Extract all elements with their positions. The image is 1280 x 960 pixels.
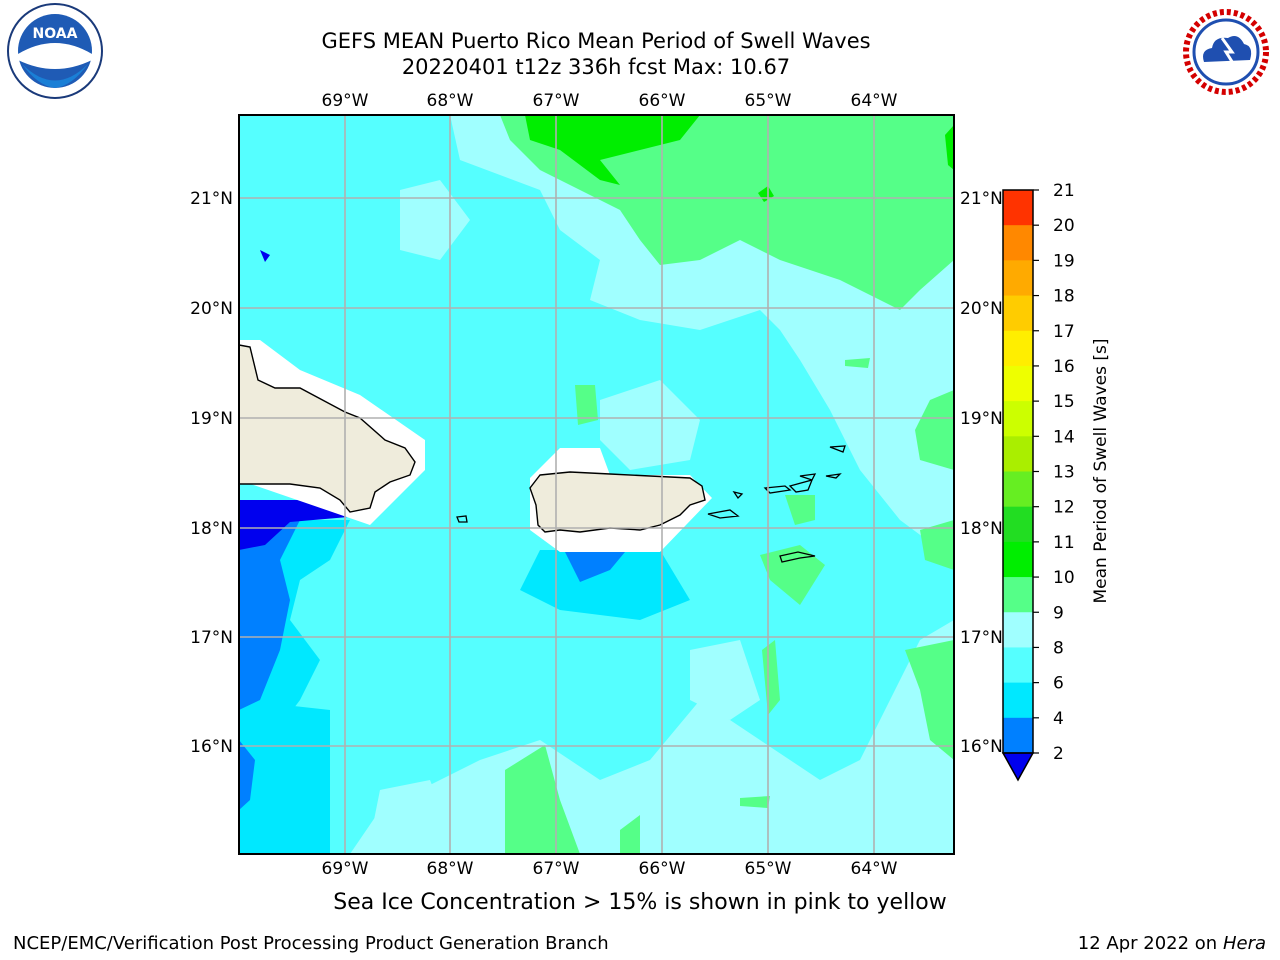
colorbar-tick-label: 4 [1053,709,1064,729]
lon-label: 68°W [427,859,474,879]
lon-label: 69°W [322,91,369,111]
map-title: GEFS MEAN Puerto Rico Mean Period of Swe… [321,29,871,53]
colorbar-tick-label: 16 [1053,357,1075,377]
colorbar-tick-label: 13 [1053,463,1075,483]
colorbar-tick-label: 20 [1053,216,1075,236]
colorbar-segment [1003,260,1033,297]
colorbar-tick-label: 8 [1053,638,1064,658]
left-lat-labels: 21°N 20°N 19°N 18°N 17°N 16°N [190,189,233,757]
st-croix [779,551,816,563]
footer-credit: NCEP/EMC/Verification Post Processing Pr… [13,933,609,954]
noaa-logo: NOAA [7,3,103,99]
bottom-lon-labels: 69°W 68°W 67°W 66°W 65°W 64°W [322,859,898,879]
colorbar-segment [1003,471,1033,508]
colorbar-segment [1003,295,1033,332]
lat-label: 17°N [190,628,233,648]
colorbar-segment [1003,401,1033,437]
colorbar-segment [1003,541,1033,578]
map-frame [238,114,955,855]
colorbar-tick-label: 9 [1053,603,1064,623]
colorbar-tick-label: 12 [1053,498,1075,518]
map-subtitle: 20220401 t12z 336h fcst Max: 10.67 [401,55,791,79]
lat-label: 17°N [960,628,1003,648]
colorbar-segment [1003,330,1033,367]
lat-label: 20°N [960,299,1003,319]
colorbar-tick-label: 18 [1053,287,1075,307]
sea-ice-caption: Sea Ice Concentration > 15% is shown in … [333,890,947,915]
lat-label: 16°N [960,737,1003,757]
colorbar-segment [1003,612,1033,648]
lat-label: 16°N [190,737,233,757]
colorbar: 2 4 6 8 9 10 11 12 13 14 15 16 17 18 19 20 21 [1001,181,1075,782]
mona-island [456,515,468,523]
lat-label: 21°N [190,189,233,209]
lon-label: 64°W [851,91,898,111]
noaa-logo-text: NOAA [33,26,78,42]
colorbar-tick-label: 21 [1053,181,1075,201]
colorbar-segment [1003,647,1033,684]
lat-label: 21°N [960,189,1003,209]
colorbar-segment [1003,436,1033,472]
lon-label: 67°W [533,91,580,111]
colorbar-segment [1003,365,1033,402]
hispaniola [239,344,416,513]
lon-label: 64°W [851,859,898,879]
lon-label: 66°W [639,859,686,879]
right-lat-labels: 21°N 20°N 19°N 18°N 17°N 16°N [960,189,1003,757]
lon-label: 68°W [427,91,474,111]
colorbar-tick-label: 6 [1053,674,1064,694]
lat-label: 20°N [190,299,233,319]
colorbar-tick-label: 11 [1053,533,1075,553]
lon-label: 69°W [322,859,369,879]
colorbar-tick-label: 15 [1053,392,1075,412]
lat-label: 19°N [960,409,1003,429]
colorbar-segment [1003,506,1033,543]
colorbar-tick-label: 10 [1053,568,1075,588]
colorbar-label: Mean Period of Swell Waves [s] [1091,339,1111,604]
colorbar-segment [1003,190,1033,226]
lon-label: 66°W [639,91,686,111]
top-lon-labels: 69°W 68°W 67°W 66°W 65°W 64°W [322,91,898,111]
footer-date-text: 12 Apr 2022 on [1077,933,1223,954]
virgin-islands [707,445,846,519]
lon-label: 65°W [745,91,792,111]
lon-label: 65°W [745,859,792,879]
colorbar-tick-label: 17 [1053,322,1075,342]
lat-label: 18°N [960,519,1003,539]
colorbar-under-arrow [1001,752,1035,782]
colorbar-tick-label: 19 [1053,251,1075,271]
colorbar-tick-label: 2 [1053,744,1064,764]
colorbar-segment [1003,682,1033,719]
graticule [239,115,954,854]
footer-date: 12 Apr 2022 on Hera [1078,933,1266,954]
footer-host: Hera [1222,933,1266,954]
colorbar-segment [1003,225,1033,261]
lat-label: 19°N [190,409,233,429]
colorbar-segment [1003,577,1033,613]
lon-label: 67°W [533,859,580,879]
nws-logo [1178,4,1274,100]
colorbar-segment [1003,717,1033,754]
lat-label: 18°N [190,519,233,539]
colorbar-tick-label: 14 [1053,427,1075,447]
